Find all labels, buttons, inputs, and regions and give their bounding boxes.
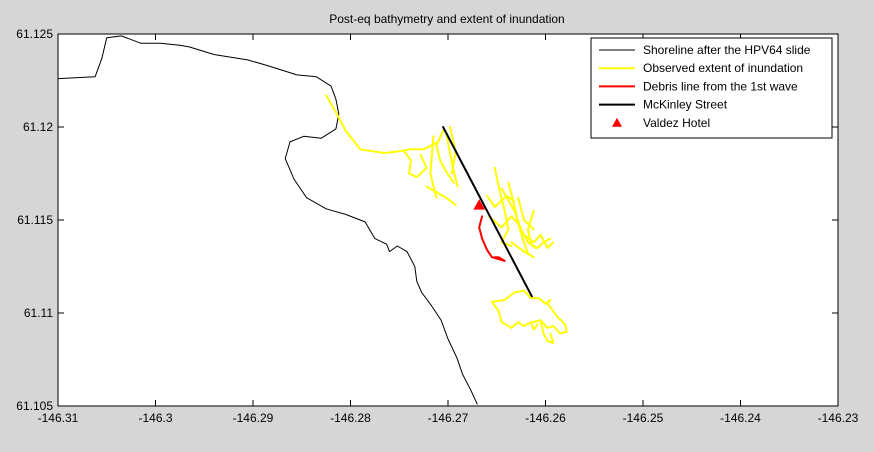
series-1-line-17	[539, 319, 555, 344]
x-tick-label-6: -146.25	[623, 411, 664, 425]
legend-entry-4: Valdez Hotel	[612, 116, 710, 130]
series-2	[478, 215, 506, 262]
y-tick-label-3: 61.12	[23, 120, 53, 134]
series-1-line-0	[325, 94, 455, 184]
series-1-line-1	[403, 150, 428, 179]
series-1-line-12	[523, 233, 542, 244]
series-4	[473, 199, 486, 210]
series-1-line-7	[486, 194, 516, 208]
x-tick-label-8: -146.23	[818, 411, 859, 425]
y-tick-label-1: 61.11	[24, 306, 53, 320]
legend-label-1: Observed extent of inundation	[643, 61, 803, 75]
legend-box	[590, 37, 833, 139]
series-1-line-10	[507, 181, 529, 255]
series-1	[325, 94, 568, 344]
y-tick-label-0: 61.105	[16, 399, 53, 413]
series-1-line-15	[539, 233, 555, 249]
series-1-line-13	[510, 241, 535, 259]
x-tick-label-7: -146.24	[720, 411, 761, 425]
series-2-line-0	[478, 215, 506, 262]
y-tick-label-2: 61.115	[17, 213, 53, 227]
series-1-line-4	[425, 185, 457, 207]
x-tick-label-0: -146.31	[38, 411, 79, 425]
legend: Shoreline after the HPV64 slide Observed …	[590, 37, 833, 139]
series-3	[442, 126, 533, 298]
x-tick-label-1: -146.3	[138, 411, 172, 425]
series-4-point-0	[473, 199, 486, 210]
legend-label-0: Shoreline after the HPV64 slide	[643, 43, 811, 57]
legend-swatch-4	[612, 117, 622, 127]
series-0	[58, 35, 478, 405]
series-1-line-16	[490, 289, 568, 335]
series-1-line-18	[529, 321, 539, 331]
series-3-line-0	[442, 126, 533, 298]
legend-label-4: Valdez Hotel	[643, 116, 710, 130]
legend-entry-2: Debris line from the 1st wave	[599, 79, 798, 93]
series-1-line-2	[429, 135, 438, 199]
legend-entry-0: Shoreline after the HPV64 slide	[599, 43, 811, 57]
chart-title: Post-eq bathymetry and extent of inundat…	[329, 12, 564, 26]
legend-entry-3: McKinley Street	[599, 98, 728, 112]
series-1-line-8	[487, 215, 520, 229]
y-tick-label-4: 61.125	[16, 27, 53, 41]
series-0-line-0	[58, 35, 478, 405]
x-tick-label-3: -146.28	[330, 411, 371, 425]
legend-label-2: Debris line from the 1st wave	[643, 79, 798, 93]
series-1-line-11	[517, 196, 535, 231]
legend-entry-1: Observed extent of inundation	[599, 61, 803, 75]
series-layer	[58, 35, 568, 405]
legend-label-3: McKinley Street	[643, 98, 728, 112]
x-tick-label-2: -146.29	[233, 411, 274, 425]
x-tick-label-4: -146.27	[428, 411, 469, 425]
x-tick-label-5: -146.26	[525, 411, 566, 425]
axes-layer: -146.31 -146.3 -146.29 -146.28 -146.27 -146.2…	[16, 27, 858, 425]
